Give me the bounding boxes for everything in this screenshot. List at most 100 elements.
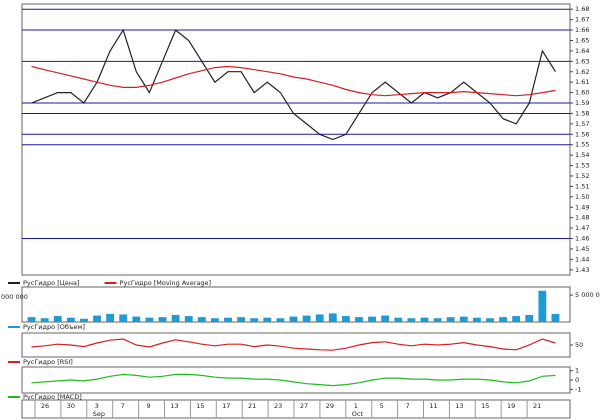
volume-bar <box>224 317 232 322</box>
volume-bar <box>93 315 101 322</box>
x-tick-label: 15 <box>196 402 204 410</box>
volume-bar <box>394 317 403 322</box>
y-tick-label: 1.58 <box>575 109 589 117</box>
x-tick-label: 13 <box>170 402 178 410</box>
volume-bar <box>250 318 259 322</box>
series-line <box>31 65 556 97</box>
volume-bar <box>132 316 141 322</box>
legend-label: РусГидро [Цена] <box>23 279 80 287</box>
x-tick-label: 23 <box>274 402 282 410</box>
y-tick-label: -1 <box>575 385 581 393</box>
y-tick-label: 1.68 <box>575 5 589 13</box>
x-tick-label: 5 <box>380 402 384 410</box>
volume-bar <box>420 317 429 322</box>
volume-bar <box>368 316 377 322</box>
volume-bar <box>341 316 350 322</box>
volume-bar <box>525 315 534 322</box>
x-tick-label: 15 <box>481 402 489 410</box>
volume-bar <box>40 318 49 322</box>
volume-bar <box>355 317 363 322</box>
y-tick-label: 0 <box>575 376 579 384</box>
volume-bar <box>184 316 193 322</box>
y-tick-label: 5 000 000 <box>575 291 600 299</box>
legend-label: РусГидро [Moving Average] <box>120 279 212 287</box>
volume-bar <box>210 318 219 322</box>
volume-bar <box>486 318 494 322</box>
x-tick-label: 17 <box>222 402 230 410</box>
y-tick-label: 1.66 <box>575 26 589 34</box>
volume-bar <box>407 318 416 322</box>
y-tick-label: 1.60 <box>575 89 589 97</box>
y-tick-label: 1.55 <box>575 141 589 149</box>
volume-bar <box>237 317 246 322</box>
x-axis-frame <box>21 399 571 419</box>
volume-bar <box>171 315 180 322</box>
panel-frame <box>21 366 571 394</box>
volume-bar <box>551 313 560 322</box>
panel-frame <box>21 3 571 276</box>
volume-bar <box>276 318 285 322</box>
panel-frame <box>21 332 571 358</box>
x-tick-label: 19 <box>507 402 515 410</box>
volume-bar <box>459 316 468 322</box>
volume-bar <box>512 316 521 322</box>
volume-bar <box>381 315 390 322</box>
y-tick-label: 1.45 <box>575 245 589 253</box>
volume-bar <box>263 317 272 322</box>
x-tick-label: 9 <box>147 402 151 410</box>
y-tick-label: 1.51 <box>575 182 589 190</box>
volume-bar <box>66 317 75 322</box>
volume-bar <box>80 318 88 322</box>
y-tick-label: 1.49 <box>575 203 589 211</box>
volume-bar <box>53 316 62 322</box>
y-tick-label: 1.43 <box>575 266 589 274</box>
series-line <box>31 28 557 141</box>
volume-bar <box>302 315 311 322</box>
volume-bar <box>315 314 324 322</box>
x-tick-label: 30 <box>67 402 75 410</box>
series-line <box>31 338 556 351</box>
x-tick-label: 26 <box>41 402 49 410</box>
volume-bar <box>158 317 167 322</box>
volume-bar <box>27 317 36 322</box>
y-tick-label: 1.57 <box>575 120 589 128</box>
volume-bar <box>433 318 442 322</box>
volume-bar <box>106 313 115 322</box>
series-line <box>31 373 556 387</box>
legend-label: РусГидро [MACD] <box>23 393 82 401</box>
y-tick-label: 1.59 <box>575 99 589 107</box>
volume-bar <box>197 317 206 322</box>
y-tick-label: 1.62 <box>575 68 589 76</box>
y-tick-label: 1.46 <box>575 235 589 243</box>
y-tick-label: 1.48 <box>575 214 589 222</box>
y-tick-label: 1.52 <box>575 172 589 180</box>
x-tick-label: 7 <box>121 402 125 410</box>
x-tick-label: 27 <box>300 402 308 410</box>
y-tick-label: 1.54 <box>575 151 589 159</box>
x-tick-label: 3 <box>95 402 99 410</box>
y-tick-label: 1.56 <box>575 130 589 138</box>
x-tick-label: 1 <box>354 402 358 410</box>
x-tick-label: 7 <box>406 402 410 410</box>
y-tick-label: 1.64 <box>575 47 589 55</box>
x-tick-label: 21 <box>533 402 541 410</box>
legend-label: РусГидро [RSI] <box>23 358 73 366</box>
volume-bar <box>119 314 128 322</box>
month-label: Oct <box>352 410 364 418</box>
volume-bar <box>328 313 337 322</box>
volume-bar <box>472 317 481 322</box>
left-axis-label: 000 000 <box>1 293 28 301</box>
legend-label: РусГидро [Объем] <box>23 323 85 331</box>
y-tick-label: 1 <box>575 367 579 375</box>
x-tick-label: 21 <box>248 402 256 410</box>
volume-bar <box>446 317 455 322</box>
x-tick-label: 29 <box>326 402 334 410</box>
y-tick-label: 1.67 <box>575 16 589 24</box>
y-tick-label: 1.53 <box>575 162 589 170</box>
x-tick-label: 13 <box>455 402 463 410</box>
y-tick-label: 1.44 <box>575 255 589 263</box>
volume-bar <box>499 317 507 322</box>
y-tick-label: 1.63 <box>575 57 589 65</box>
y-tick-label: 1.65 <box>575 36 589 44</box>
